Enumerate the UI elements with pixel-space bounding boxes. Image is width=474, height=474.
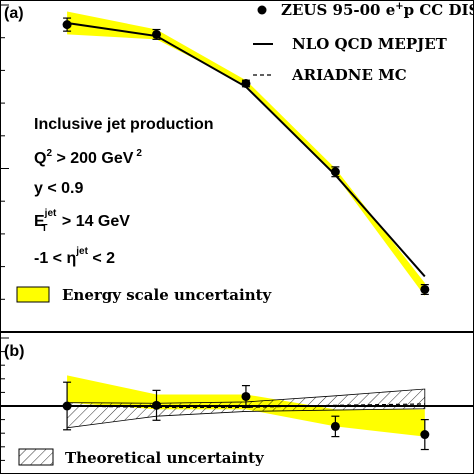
panel-b-frame	[0, 331, 474, 474]
data-point-b-3	[241, 391, 251, 401]
legend-label-solid: NLO QCD MEPJET	[292, 35, 448, 53]
legend-marker-points	[257, 5, 267, 15]
cuts-annotation: Inclusive jet production Q2 > 200 GeV 2 y…	[34, 116, 214, 267]
data-point-b-5	[420, 430, 430, 440]
theory-band	[66, 388, 426, 429]
legend-a: ZEUS 95-00 e+p CC DIS NLO QCD MEPJET ARI…	[16, 1, 474, 304]
panel-label-b: (b)	[4, 343, 24, 360]
legend-label-points: ZEUS 95-00 e+p CC DIS	[281, 1, 474, 19]
legend-marker-band	[16, 286, 50, 303]
panel-b-ticks	[0, 337, 9, 461]
data-point-a-1	[62, 20, 72, 30]
data-point-b-4	[330, 421, 340, 431]
zeus-points-a	[62, 17, 430, 295]
data-point-a-5	[420, 284, 430, 294]
legend-label-theory: Theoretical uncertainty	[65, 449, 265, 467]
annotation-q2: Q2 > 200 GeV 2	[34, 148, 142, 167]
annotation-eta: -1 < ηjet < 2	[34, 246, 115, 267]
panel-a: (a) ZEUS 95-00 e+p CC DIS NLO QCD MEPJET…	[0, 0, 474, 333]
panel-a-ticks	[0, 4, 9, 300]
data-point-a-4	[330, 167, 340, 177]
panel-b: (b) Theoretical uncertainty	[0, 331, 474, 474]
annotation-et: Ejet T > 14 GeV	[34, 208, 130, 234]
data-point-b-2	[152, 400, 162, 410]
data-point-a-2	[152, 29, 162, 39]
zeus-points-b	[62, 381, 430, 451]
annotation-y: y < 0.9	[34, 180, 83, 197]
annotation-title: Inclusive jet production	[34, 116, 214, 133]
legend-marker-theory	[18, 448, 54, 466]
panel-label-a: (a)	[4, 5, 24, 22]
legend-label-band: Energy scale uncertainty	[62, 286, 273, 304]
legend-label-dashed: ARIADNE MC	[291, 66, 407, 84]
data-point-b-1	[62, 401, 72, 411]
data-point-a-3	[241, 78, 251, 88]
